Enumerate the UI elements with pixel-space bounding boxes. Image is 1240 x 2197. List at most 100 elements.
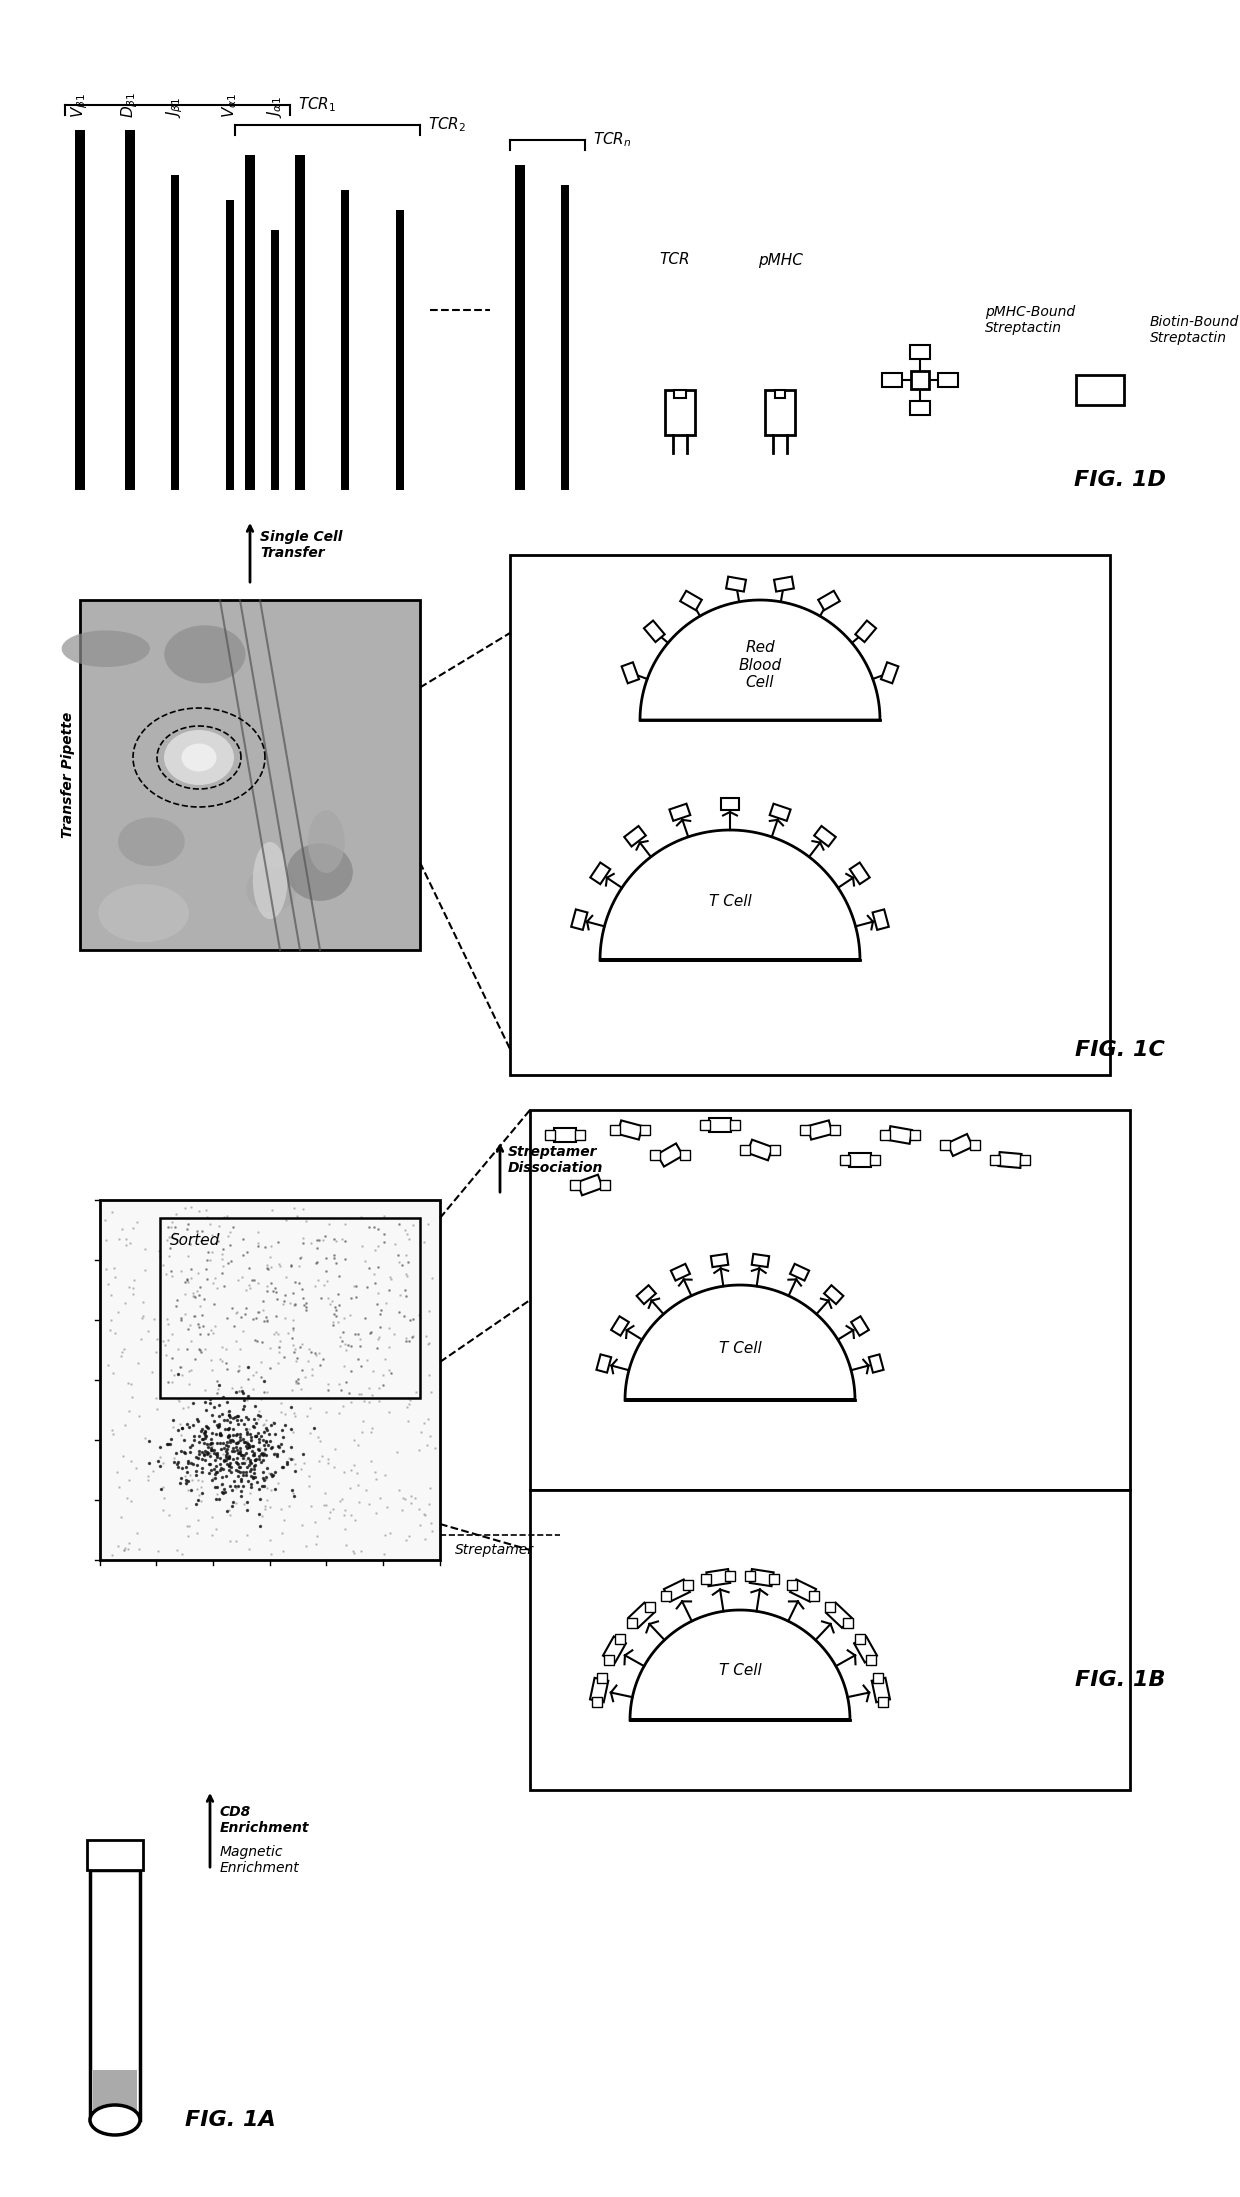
Bar [818, 591, 839, 611]
Point [236, 1296, 255, 1331]
Point [343, 1536, 363, 1571]
Point [360, 1487, 379, 1523]
Point [213, 1233, 233, 1268]
Text: $J_{\beta1}$: $J_{\beta1}$ [165, 97, 185, 119]
Point [272, 1450, 291, 1485]
Point [212, 1468, 232, 1503]
Ellipse shape [118, 817, 185, 866]
Point [335, 1206, 355, 1241]
Point [182, 1406, 202, 1441]
Bar [880, 661, 899, 683]
Point [229, 1417, 249, 1452]
Point [243, 1301, 263, 1336]
Point [205, 1452, 224, 1487]
Point [210, 1483, 229, 1518]
Point [170, 1465, 190, 1501]
Point [262, 1193, 281, 1228]
Point [244, 1410, 264, 1446]
Point [316, 1395, 336, 1430]
Point [187, 1402, 207, 1437]
Point [279, 1487, 299, 1523]
Point [247, 1353, 267, 1389]
Point [221, 1446, 241, 1481]
Point [160, 1230, 180, 1265]
Point [197, 1437, 217, 1472]
Point [122, 1443, 141, 1479]
Point [414, 1406, 434, 1441]
Point [219, 1525, 239, 1560]
Point [325, 1239, 345, 1274]
Point [179, 1472, 198, 1507]
Point [277, 1202, 296, 1237]
Bar [910, 1129, 920, 1140]
Point [341, 1384, 361, 1419]
Point [237, 1424, 257, 1459]
Point [281, 1373, 301, 1408]
Point [222, 1371, 242, 1406]
Point [186, 1298, 206, 1334]
Point [217, 1424, 237, 1459]
Text: FIG. 1B: FIG. 1B [1075, 1670, 1166, 1689]
Point [366, 1461, 386, 1496]
Point [320, 1206, 340, 1241]
Bar [611, 1316, 629, 1336]
Point [227, 1296, 247, 1331]
Point [326, 1292, 346, 1327]
Bar [604, 1654, 614, 1665]
Point [234, 1487, 254, 1523]
Point [108, 1454, 128, 1490]
Point [192, 1441, 212, 1476]
Point [283, 1276, 303, 1312]
Point [252, 1360, 272, 1395]
Bar [665, 391, 694, 435]
Point [234, 1437, 254, 1472]
Point [226, 1426, 246, 1461]
Point [243, 1461, 263, 1496]
Point [207, 1470, 227, 1505]
Point [242, 1263, 262, 1298]
Point [177, 1331, 197, 1367]
Bar [93, 2070, 136, 2109]
Point [294, 1226, 314, 1261]
Point [222, 1435, 242, 1470]
Point [269, 1246, 289, 1281]
Point [218, 1219, 238, 1254]
Point [115, 1228, 135, 1263]
Point [425, 1430, 445, 1465]
Point [210, 1340, 229, 1375]
Point [201, 1430, 221, 1465]
Point [233, 1457, 253, 1492]
Point [268, 1345, 288, 1380]
Point [254, 1435, 274, 1470]
Point [281, 1430, 301, 1465]
Text: Streptamer
Dissociation: Streptamer Dissociation [508, 1145, 604, 1175]
Point [417, 1428, 436, 1463]
Point [237, 1415, 257, 1450]
Point [179, 1265, 198, 1301]
Point [314, 1342, 334, 1378]
Point [102, 1195, 122, 1230]
Point [336, 1527, 356, 1562]
Point [254, 1406, 274, 1441]
Point [219, 1448, 239, 1483]
Point [172, 1358, 192, 1393]
Bar [720, 798, 739, 811]
Point [362, 1378, 382, 1413]
Point [324, 1222, 343, 1257]
Point [206, 1512, 226, 1547]
Point [319, 1501, 339, 1536]
Point [260, 1457, 280, 1492]
Point [316, 1487, 336, 1523]
Point [222, 1487, 242, 1523]
Polygon shape [600, 830, 861, 960]
Point [197, 1408, 217, 1443]
Point [248, 1415, 268, 1450]
Point [195, 1413, 215, 1448]
Point [351, 1378, 371, 1413]
Point [236, 1410, 255, 1446]
Point [223, 1402, 243, 1437]
Point [305, 1268, 325, 1303]
Point [98, 1265, 118, 1301]
Point [257, 1303, 277, 1338]
Point [216, 1345, 236, 1380]
